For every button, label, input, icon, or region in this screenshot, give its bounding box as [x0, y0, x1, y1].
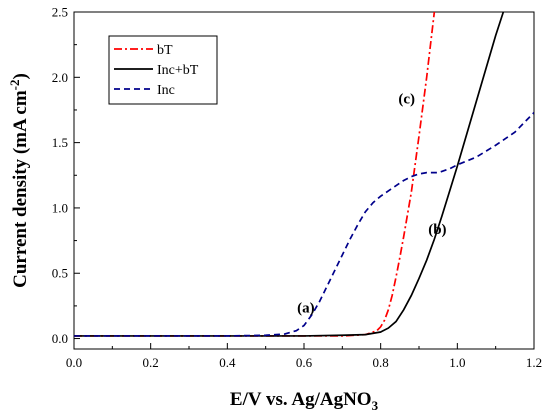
- y-tick-label: 0.5: [52, 266, 68, 281]
- x-tick-label: 1.2: [526, 355, 542, 370]
- x-tick-label: 0.2: [143, 355, 159, 370]
- y-tick-label: 0.0: [52, 331, 68, 346]
- y-axis-ticks: 0.0 0.5 1.0 1.5 2.0 2.5: [52, 5, 80, 346]
- curve-label: (a): [297, 300, 315, 316]
- x-tick-label: 0.8: [373, 355, 389, 370]
- series-layer: [74, 12, 534, 337]
- legend-box: [108, 35, 218, 105]
- x-tick-label: 0.0: [66, 355, 82, 370]
- series-line-inc-bt: [74, 12, 505, 337]
- curve-label: (c): [398, 91, 415, 107]
- annotations: (a) (b) (c): [297, 91, 446, 316]
- y-tick-label: 1.5: [52, 135, 68, 150]
- legend-label: Inc+bT: [157, 63, 199, 78]
- legend-label: Inc: [157, 83, 175, 98]
- x-axis-title: E/V vs. Ag/AgNO3: [230, 389, 379, 413]
- x-tick-label: 0.4: [219, 355, 236, 370]
- curve-label: (b): [428, 222, 446, 238]
- y-tick-label: 2.0: [52, 70, 68, 85]
- x-tick-label: 1.0: [449, 355, 465, 370]
- y-axis-title: Current density (mA cm-2): [7, 73, 31, 288]
- legend: bT Inc+bT Inc: [108, 35, 218, 105]
- y-tick-label: 1.0: [52, 200, 68, 215]
- x-tick-label: 0.6: [296, 355, 313, 370]
- y-tick-label: 2.5: [52, 5, 68, 20]
- x-axis-ticks: 0.0 0.2 0.4 0.6 0.8 1.0 1.2: [66, 343, 542, 370]
- series-line-inc: [74, 111, 534, 337]
- legend-label: bT: [157, 43, 173, 58]
